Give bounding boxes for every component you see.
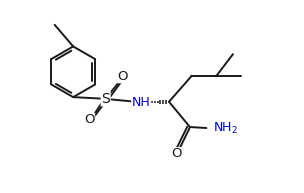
Text: O: O <box>117 70 128 83</box>
Text: NH$_2$: NH$_2$ <box>213 121 238 136</box>
Text: O: O <box>84 113 95 126</box>
Text: S: S <box>101 92 110 106</box>
Text: NH: NH <box>132 96 150 109</box>
Text: O: O <box>171 147 181 161</box>
